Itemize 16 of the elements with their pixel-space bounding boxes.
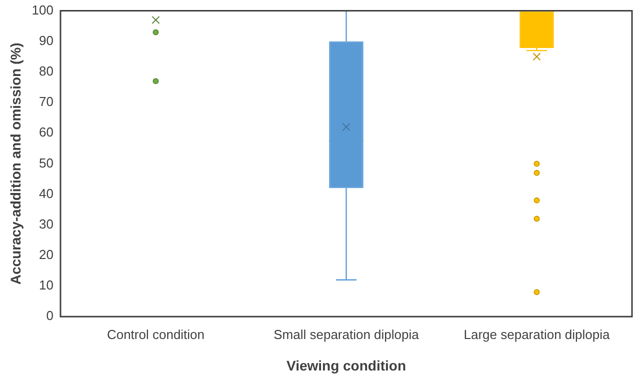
y-tick-label: 60 [39, 124, 54, 140]
y-tick-label: 10 [39, 278, 54, 293]
y-tick-label: 80 [39, 64, 54, 79]
y-tick-label: 100 [32, 2, 54, 18]
x-tick-label: Control condition [106, 326, 205, 342]
y-tick-label: 0 [46, 308, 54, 324]
y-tick-label: 90 [39, 32, 54, 48]
x-tick-label: Small separation diplopia [274, 326, 420, 342]
y-tick-label: 30 [39, 216, 54, 232]
y-tick-label: 50 [39, 155, 54, 170]
y-tick-label: 20 [39, 247, 54, 262]
y-tick-label: 40 [39, 186, 54, 201]
y-axis-title: Accuracy-addition and omission (%) [7, 42, 24, 285]
y-tick-label: 70 [39, 94, 54, 110]
x-tick-label: Large separation diplopia [464, 326, 611, 342]
x-axis-title: Viewing condition [286, 357, 406, 374]
